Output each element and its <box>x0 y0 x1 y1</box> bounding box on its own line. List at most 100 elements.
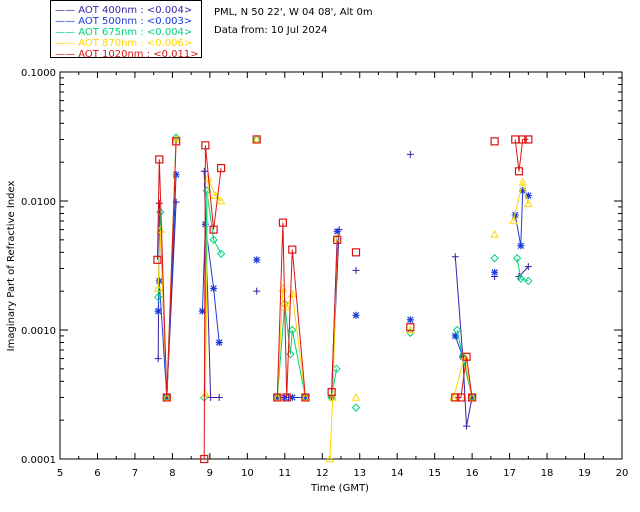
data-point <box>201 141 210 150</box>
data-point <box>490 229 499 238</box>
x-tick-label: 10 <box>241 468 254 479</box>
data-point <box>210 284 218 292</box>
x-tick-label: 14 <box>391 468 404 479</box>
data-point <box>406 316 414 324</box>
data-point <box>252 135 261 144</box>
data-point <box>216 249 226 258</box>
data-point <box>517 242 525 250</box>
data-point <box>405 325 415 334</box>
data-point <box>252 134 262 143</box>
data-point <box>352 311 360 319</box>
x-tick-label: 15 <box>428 468 441 479</box>
data-point <box>406 323 415 332</box>
x-tick-label: 11 <box>278 468 291 479</box>
data-point <box>301 393 310 402</box>
x-tick-label: 19 <box>578 468 591 479</box>
series-3 <box>153 134 533 463</box>
x-tick-label: 12 <box>316 468 329 479</box>
data-point <box>351 248 361 257</box>
data-point <box>518 135 527 144</box>
data-point <box>203 173 213 182</box>
data-point <box>200 454 209 464</box>
data-point <box>200 167 208 175</box>
x-tick-label: 16 <box>466 468 479 479</box>
series-line <box>157 137 529 398</box>
x-tick-label: 6 <box>94 468 100 479</box>
axes: 5 6 7 8 9 10 11 12 13 14 15 16 17 18 19 20 0.0001 0.0010 0… <box>21 68 628 479</box>
data-point <box>524 263 532 271</box>
data-point <box>467 392 477 401</box>
data-point <box>211 191 220 199</box>
data-point <box>209 225 218 234</box>
data-point <box>452 325 462 335</box>
data-point <box>288 325 297 335</box>
y-tick-label: 0.0010 <box>21 326 56 337</box>
data-point <box>202 186 212 195</box>
data-point <box>154 307 162 315</box>
data-point <box>451 332 459 340</box>
data-point <box>328 392 338 401</box>
data-date: Data from: 10 Jul 2024 <box>214 25 328 36</box>
data-point <box>462 352 471 361</box>
data-point <box>516 274 526 283</box>
data-point <box>514 167 524 176</box>
data-point <box>524 192 532 200</box>
data-point <box>490 254 499 263</box>
data-point <box>253 287 261 295</box>
data-point <box>451 393 460 402</box>
data-point <box>332 364 341 374</box>
data-point <box>468 393 477 402</box>
data-point <box>524 135 533 144</box>
series-line <box>157 139 529 460</box>
y-axis-label: Imaginary Part of Refractive Index <box>6 181 17 352</box>
x-tick-label: 5 <box>57 468 63 479</box>
data-point <box>406 150 414 158</box>
x-axis-label: Time (GMT) <box>310 483 369 494</box>
site-title: PML, N 50 22', W 04 08', Alt 0m <box>214 7 373 18</box>
data-point <box>156 225 165 233</box>
data-point <box>333 228 341 236</box>
data-point <box>301 392 310 401</box>
x-tick-label: 17 <box>503 468 516 479</box>
data-point <box>508 216 518 225</box>
data-point <box>523 199 533 208</box>
data-point <box>288 393 296 401</box>
data-point <box>217 163 226 173</box>
data-point <box>155 199 163 207</box>
data-point <box>272 392 282 401</box>
data-point <box>154 355 162 363</box>
data-point <box>288 245 297 254</box>
data-point <box>215 339 223 347</box>
legend: —— AOT 400nm : <0.004> —— AOT 500nm : <0… <box>50 0 202 60</box>
data-point <box>273 393 282 402</box>
data-point <box>456 393 465 402</box>
x-tick-label: 8 <box>169 468 175 479</box>
data-point <box>524 276 533 286</box>
y-tick-label: 0.0100 <box>21 197 56 208</box>
legend-entry-500: —— AOT 500nm : <0.003> <box>55 16 193 27</box>
data-point <box>351 403 361 412</box>
legend-entry-400: —— AOT 400nm : <0.004> <box>55 5 193 16</box>
data-point <box>172 137 181 146</box>
plot-frame <box>59 71 623 460</box>
data-point <box>155 155 164 164</box>
data-point <box>162 393 171 402</box>
data-point <box>325 454 335 463</box>
data-point <box>490 137 499 146</box>
data-point <box>512 254 522 263</box>
data-point <box>201 389 210 398</box>
data-point <box>278 218 288 227</box>
data-point <box>172 171 180 179</box>
y-tick-label: 0.0001 <box>21 455 56 466</box>
data-point <box>153 292 163 302</box>
data-point <box>153 255 162 264</box>
data-point <box>216 196 226 205</box>
legend-entry-1020: —— AOT 1020nm : <0.011> <box>55 49 199 60</box>
data-point <box>215 393 223 401</box>
series-line <box>157 171 529 427</box>
legend-entry-675: —— AOT 675nm : <0.004> <box>55 27 193 38</box>
data-point <box>463 422 471 430</box>
data-point <box>198 307 206 315</box>
data-point <box>351 392 361 401</box>
